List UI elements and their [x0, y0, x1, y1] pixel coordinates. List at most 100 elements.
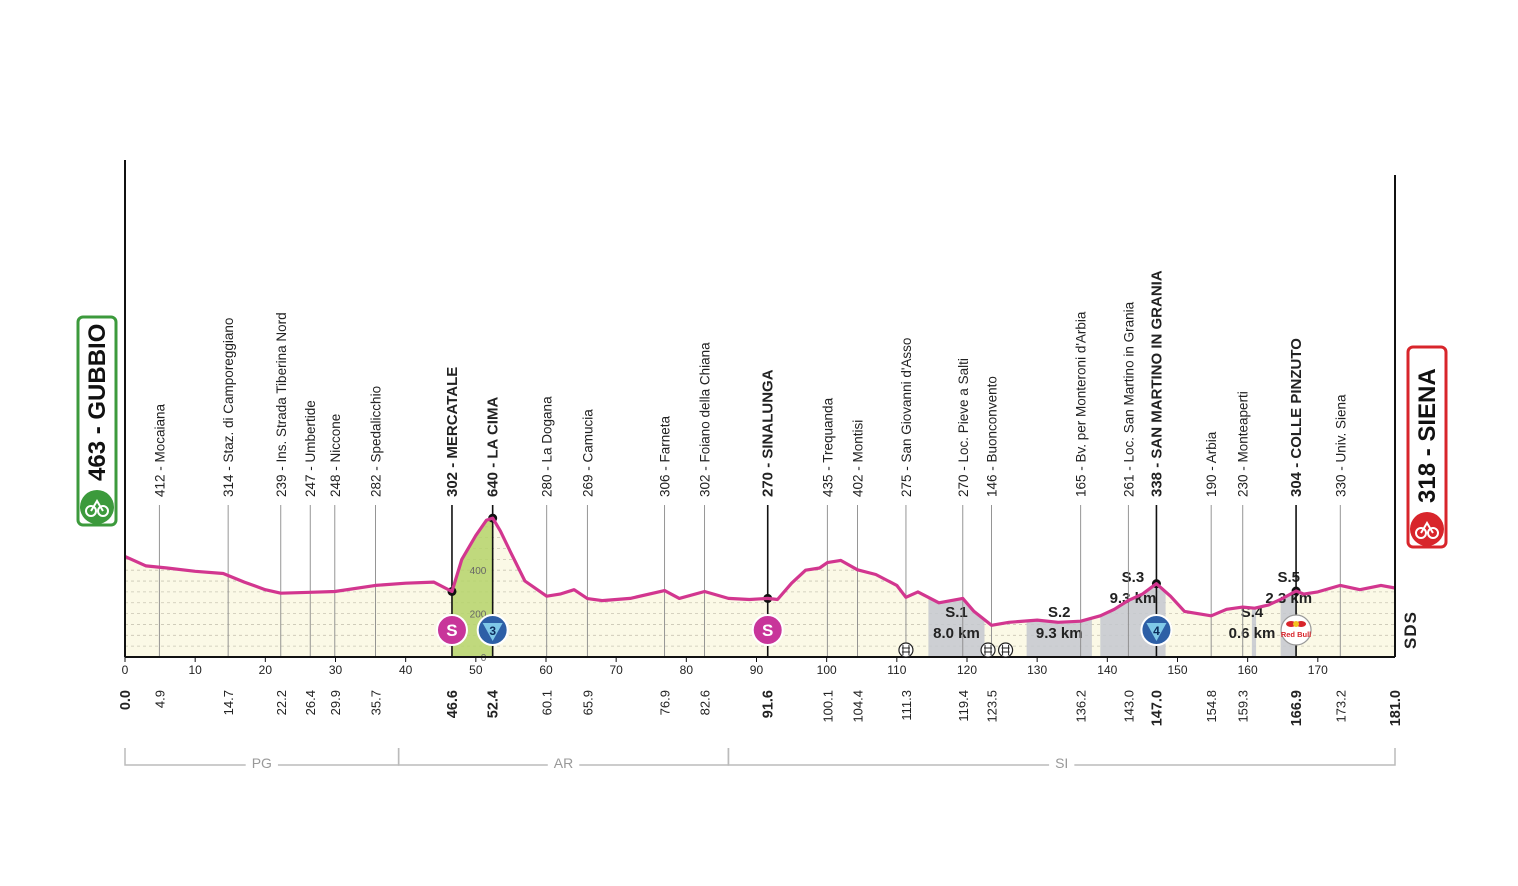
location-km-label: 82.6	[698, 690, 713, 715]
x-tick-label: 150	[1167, 663, 1187, 677]
gravel-sector-length: 9.3 km	[1036, 625, 1083, 642]
location-label: 190 - Arbia	[1204, 431, 1219, 497]
x-tick-label: 50	[469, 663, 483, 677]
start-km-label: 0.0	[118, 690, 134, 710]
location-label: 239 - Ins. Strada Tiberina Nord	[274, 312, 289, 497]
location-km-label: 65.9	[580, 690, 595, 715]
kom-category-label: 4	[1153, 624, 1160, 638]
location-label: 270 - Loc. Pieve a Salti	[956, 358, 971, 497]
x-tick-label: 70	[609, 663, 623, 677]
location-label: 280 - La Dogana	[540, 396, 555, 497]
location-km-label: 154.8	[1204, 690, 1219, 723]
finish-bike-icon-wheel	[1415, 527, 1427, 539]
location-label: 302 - Foiano della Chiana	[698, 342, 713, 497]
gravel-sector-length: 0.6 km	[1229, 625, 1276, 642]
level-crossing-icon-rails	[984, 645, 993, 655]
location-label: 330 - Univ. Siena	[1333, 394, 1348, 497]
location-km-label: 22.2	[274, 690, 289, 715]
location-km-label: 119.4	[956, 690, 971, 722]
location-label: 640 - LA CIMA	[485, 397, 502, 497]
level-crossing-icon	[980, 642, 996, 658]
start-finish: 463 - GUBBIO 318 - SIENA	[76, 315, 1448, 549]
gravel-sector-name: S.5	[1277, 569, 1300, 586]
level-crossing-icon	[898, 642, 914, 658]
location-km-label: 159.3	[1236, 690, 1251, 723]
finish-badge-frame	[1406, 345, 1448, 549]
province-label: PG	[252, 755, 272, 771]
sprint-icon-label: S	[762, 621, 773, 640]
x-tick-label: 40	[399, 663, 413, 677]
level-crossing-icon-rails	[1001, 645, 1010, 655]
start-bike-icon	[80, 490, 114, 524]
kom-icon-triangle	[482, 623, 503, 641]
x-tick-label: 10	[188, 663, 202, 677]
x-tick-label: 120	[957, 663, 977, 677]
x-tick-label: 0	[122, 663, 129, 677]
x-tick-label: 130	[1027, 663, 1047, 677]
location-label: 261 - Loc. San Martino in Grania	[1121, 301, 1136, 497]
location-km-label: 35.7	[368, 690, 383, 715]
start-bike-icon-wheel	[85, 505, 97, 517]
sprint-icon	[435, 614, 468, 646]
finish-badge-label: 318 - SIENA	[1414, 368, 1441, 503]
province-bars: PG AR SI	[124, 748, 1396, 771]
x-tick-label: 140	[1097, 663, 1117, 677]
location-label: 270 - SINALUNGA	[760, 369, 777, 497]
start-badge-label: 463 - GUBBIO	[84, 324, 111, 481]
location-km-label: 166.9	[1289, 690, 1305, 726]
bonus-sun-icon	[1293, 621, 1300, 627]
location-km-label: 76.9	[658, 690, 673, 715]
distance-axis: 4.9 14.7 22.2 26.4 29.9 35.7 46.6 52.4 60.1 65.9 7…	[118, 160, 1404, 726]
location-km-label: 91.6	[761, 690, 777, 718]
start-bike-icon-wheel	[97, 505, 109, 517]
gravel-sector-name: S.1	[945, 604, 968, 621]
location-label: 302 - MERCATALE	[444, 367, 461, 497]
x-tick-label: 100	[817, 663, 837, 677]
location-label: 435 - Trequanda	[820, 397, 835, 497]
location-label: 306 - Farneta	[658, 415, 673, 497]
gravel-sector-name: S.3	[1122, 569, 1145, 586]
start-badge-frame	[76, 315, 118, 527]
province-label-gap	[1049, 762, 1075, 768]
location-km-label: 14.7	[221, 690, 236, 715]
location-km-label: 60.1	[540, 690, 555, 715]
gravel-sector-length: 8.0 km	[933, 625, 980, 642]
province-label-gap	[245, 762, 278, 768]
climb-scale-label: 400	[470, 566, 487, 577]
location-label: 275 - San Giovanni d'Asso	[899, 338, 914, 497]
location-km-label: 147.0	[1149, 690, 1165, 726]
province-label: AR	[554, 755, 573, 771]
x-tick-label: 90	[750, 663, 764, 677]
start-bike-icon-frame-lines	[90, 499, 104, 512]
location-km-label: 26.4	[303, 690, 318, 715]
location-label: 248 - Niccone	[328, 414, 343, 497]
sprint-icon	[751, 614, 784, 646]
profile-line-path	[124, 516, 1396, 627]
gravel-sector-area	[1251, 607, 1257, 657]
gravel-sector-name: S.2	[1048, 604, 1071, 621]
location-label: 304 - COLLE PINZUTO	[1288, 338, 1305, 497]
location-label: 269 - Camucia	[580, 409, 595, 497]
climb-scale-label: 200	[470, 610, 487, 621]
location-km-label: 29.9	[328, 690, 343, 715]
location-label: 282 - Spedalicchio	[368, 386, 383, 497]
kom-category-label: 3	[489, 624, 496, 638]
level-crossing-icon-rails	[901, 645, 910, 655]
x-tick-label: 60	[539, 663, 553, 677]
kom-icon-triangle	[1146, 623, 1167, 641]
location-label: 402 - Montisi	[851, 420, 866, 497]
location-label: 338 - SAN MARTINO IN GRANIA	[1148, 270, 1165, 497]
location-km-label: 100.1	[820, 690, 835, 723]
location-km-label: 52.4	[486, 690, 502, 718]
sprint-icon-label: S	[446, 621, 457, 640]
climb-scale-label: 0	[481, 653, 487, 664]
x-tick-label: 20	[259, 663, 273, 677]
location-label: 412 - Mocaiana	[152, 403, 167, 497]
location-label: 146 - Buonconvento	[985, 376, 1000, 497]
bonus-label: Red Bull	[1281, 630, 1311, 639]
x-tick-label: 110	[887, 663, 906, 677]
location-km-label: 4.9	[152, 690, 167, 708]
location-km-label: 111.3	[899, 690, 914, 721]
location-km-label: 123.5	[985, 690, 1000, 723]
sds-watermark: SDS	[1401, 611, 1420, 649]
